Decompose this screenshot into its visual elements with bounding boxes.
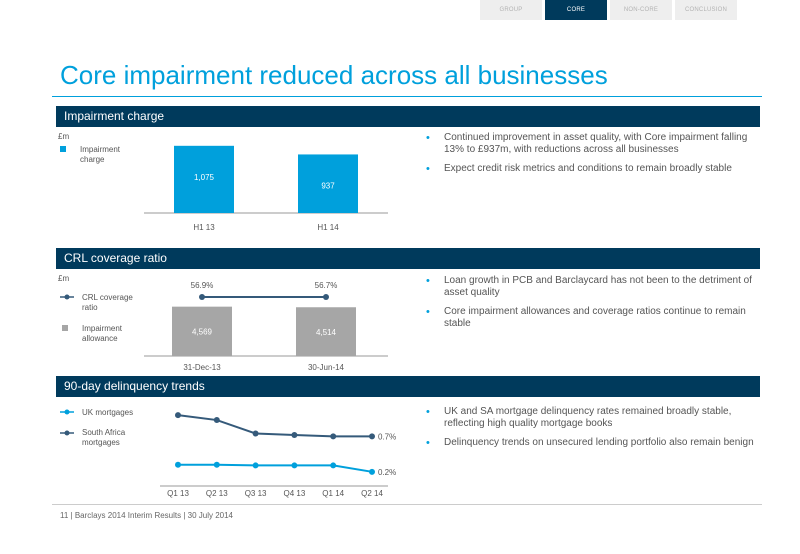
bullet-item: Core impairment allowances and coverage … (426, 306, 756, 330)
bullet-item: Expect credit risk metrics and condition… (426, 163, 756, 175)
line-point (323, 294, 329, 300)
series-line (177, 414, 372, 438)
legend-label: CRL coverage (82, 293, 133, 302)
line-point (252, 462, 259, 469)
legend-marker (64, 430, 70, 436)
line-point (213, 461, 220, 468)
line-point (175, 412, 181, 419)
unit-label: £m (58, 274, 69, 283)
line-point (369, 433, 375, 440)
legend-label: Impairment (82, 324, 123, 333)
section-header-impairment: Impairment charge (56, 106, 760, 127)
data-label: 0.7% (378, 432, 396, 441)
data-label: 0.2% (378, 468, 396, 477)
line-point (330, 433, 337, 440)
bullet-item: UK and SA mortgage delinquency rates rem… (426, 406, 756, 430)
footer-divider (52, 504, 762, 505)
data-label: 56.9% (191, 281, 214, 290)
footer: 11 | Barclays 2014 Interim Results | 30 … (60, 511, 233, 520)
line-point (252, 430, 259, 437)
tab-core[interactable]: CORE (545, 0, 607, 20)
bullet-item: Delinquency trends on unsecured lending … (426, 437, 756, 449)
bar (174, 145, 234, 213)
legend-marker (64, 294, 70, 300)
section-nav: GROUP CORE NON-CORE CONCLUSION (480, 0, 737, 20)
legend-label: UK mortgages (82, 408, 133, 417)
legend-label: charge (80, 155, 105, 164)
bar (296, 307, 356, 356)
bar (298, 154, 358, 213)
legend-label: South Africa (82, 428, 126, 437)
page-title: Core impairment reduced across all busin… (60, 60, 608, 90)
tick-label: Q4 13 (284, 489, 306, 498)
tick-label: H1 13 (193, 223, 215, 232)
tick-label: 30-Jun-14 (308, 363, 345, 372)
data-label: 1,075 (194, 173, 215, 182)
data-label: 937 (321, 181, 335, 190)
page-number: 11 (60, 511, 69, 520)
legend-swatch (60, 146, 66, 152)
tick-label: Q1 14 (322, 489, 344, 498)
tick-label: Q2 14 (361, 489, 383, 498)
footer-text: | Barclays 2014 Interim Results | 30 Jul… (70, 511, 234, 520)
line-point (199, 294, 205, 300)
unit-label: £m (58, 132, 69, 141)
series-line (178, 463, 373, 473)
line-point (175, 461, 181, 468)
section-header-delinquency: 90-day delinquency trends (56, 376, 760, 397)
crl-bullets: Loan growth in PCB and Barclaycard has n… (426, 275, 756, 337)
legend-label: Impairment (80, 145, 121, 154)
bar (172, 306, 232, 356)
legend-label: ratio (82, 303, 98, 312)
data-label: 56.7% (315, 281, 338, 290)
tick-label: H1 14 (317, 223, 339, 232)
section-header-crl: CRL coverage ratio (56, 248, 760, 269)
bullet-item: Continued improvement in asset quality, … (426, 132, 756, 156)
tick-label: Q2 13 (206, 489, 228, 498)
legend-label: allowance (82, 334, 118, 343)
title-divider (52, 96, 762, 97)
legend-swatch (62, 325, 68, 331)
tick-label: Q1 13 (167, 489, 189, 498)
delinquency-bullets: UK and SA mortgage delinquency rates rem… (426, 406, 756, 456)
line-point (213, 417, 220, 424)
legend-label: mortgages (82, 438, 120, 447)
impairment-bullets: Continued improvement in asset quality, … (426, 132, 756, 182)
data-label: 4,569 (192, 328, 213, 337)
tick-label: Q3 13 (245, 489, 267, 498)
legend-marker (64, 409, 70, 415)
tab-non-core[interactable]: NON-CORE (610, 0, 672, 20)
tick-label: 31-Dec-13 (183, 363, 221, 372)
tab-conclusion[interactable]: CONCLUSION (675, 0, 737, 20)
bullet-item: Loan growth in PCB and Barclaycard has n… (426, 275, 756, 299)
tab-group[interactable]: GROUP (480, 0, 542, 20)
line-point (369, 468, 375, 475)
line-point (291, 431, 298, 438)
data-label: 4,514 (316, 328, 337, 337)
line-point (330, 462, 337, 469)
line-point (291, 462, 298, 469)
